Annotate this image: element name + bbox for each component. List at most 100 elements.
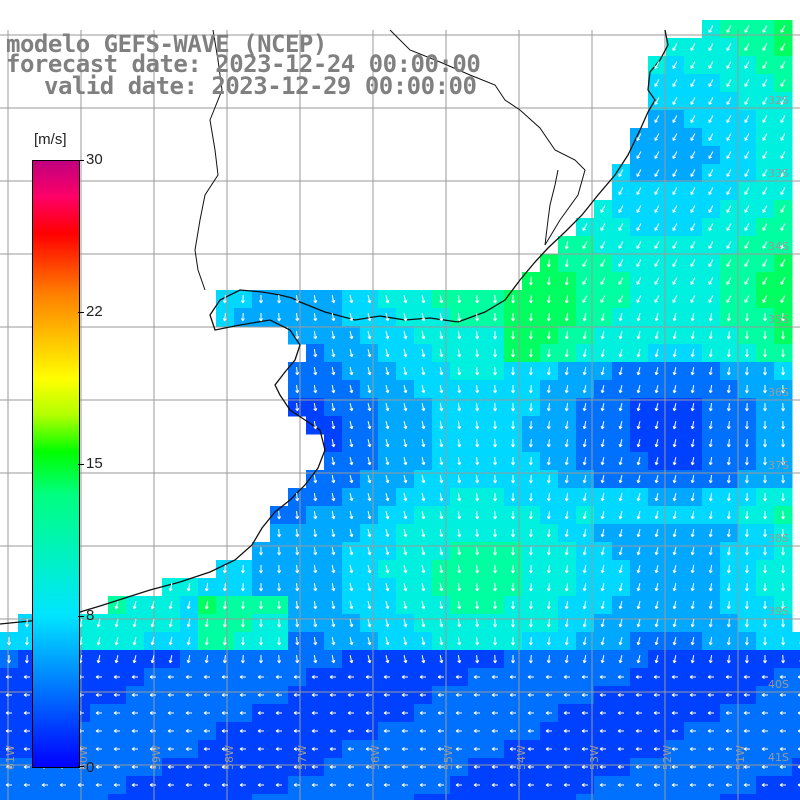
lon-label: 56W bbox=[369, 745, 382, 770]
wind-arrow bbox=[672, 277, 678, 285]
wind-arrow bbox=[564, 258, 569, 268]
wind-arrow bbox=[313, 654, 318, 664]
wind-arrow bbox=[726, 223, 732, 231]
wind-arrow bbox=[295, 312, 300, 322]
wind-arrow bbox=[672, 402, 677, 412]
wind-arrow bbox=[275, 693, 282, 697]
wind-arrow bbox=[421, 474, 426, 484]
wind-arrow bbox=[419, 783, 426, 787]
wind-arrow bbox=[690, 564, 695, 574]
wind-arrow bbox=[437, 765, 444, 769]
wind-arrow bbox=[726, 438, 731, 448]
wind-arrow bbox=[726, 241, 732, 249]
wind-arrow bbox=[277, 564, 282, 574]
wind-arrow bbox=[582, 348, 587, 358]
wind-arrow bbox=[509, 693, 516, 697]
wind-arrow bbox=[726, 43, 732, 51]
wind-arrow bbox=[455, 729, 462, 733]
wind-arrow bbox=[240, 294, 245, 304]
wind-arrow bbox=[618, 474, 623, 484]
wind-arrow bbox=[221, 747, 228, 751]
wind-arrow bbox=[473, 729, 480, 733]
wind-arrow bbox=[493, 600, 498, 610]
wind-arrow bbox=[385, 583, 390, 592]
wind-arrow bbox=[527, 675, 534, 679]
wind-arrow bbox=[690, 169, 696, 177]
wind-arrow bbox=[401, 729, 408, 733]
wind-arrow bbox=[23, 693, 30, 697]
wind-arrow bbox=[546, 258, 551, 268]
wind-arrow bbox=[672, 564, 677, 574]
wind-arrow bbox=[582, 223, 588, 231]
wind-arrow bbox=[331, 564, 336, 574]
wind-arrow bbox=[383, 675, 390, 679]
wind-arrow bbox=[582, 474, 587, 484]
wind-arrow bbox=[654, 564, 659, 574]
wind-arrow bbox=[367, 528, 372, 538]
wind-arrow bbox=[295, 510, 300, 520]
wind-arrow bbox=[618, 366, 623, 376]
wind-arrow bbox=[781, 384, 786, 394]
wind-arrow bbox=[763, 384, 767, 394]
wind-arrow bbox=[275, 765, 282, 769]
wind-arrow bbox=[725, 747, 732, 751]
wind-arrow bbox=[582, 259, 588, 267]
wind-arrow bbox=[403, 582, 408, 592]
wind-arrow bbox=[708, 492, 713, 502]
wind-arrow bbox=[493, 492, 498, 502]
wind-arrow bbox=[582, 438, 587, 448]
wind-arrow bbox=[780, 61, 786, 69]
wind-arrow bbox=[797, 711, 800, 715]
wind-arrow bbox=[23, 783, 30, 787]
wind-arrow bbox=[403, 384, 408, 394]
wind-arrow bbox=[654, 528, 659, 538]
wind-arrow bbox=[367, 312, 372, 322]
wind-arrow bbox=[457, 384, 462, 394]
wind-arrow bbox=[457, 618, 462, 628]
wind-arrow bbox=[797, 747, 800, 751]
wind-arrow bbox=[475, 366, 480, 376]
wind-arrow bbox=[654, 636, 659, 646]
wind-arrow bbox=[385, 421, 390, 430]
wind-arrow bbox=[509, 729, 516, 733]
wind-arrow bbox=[636, 529, 641, 538]
wind-arrow bbox=[277, 312, 282, 322]
wind-arrow bbox=[708, 402, 713, 412]
wind-arrow bbox=[563, 711, 570, 715]
wind-arrow bbox=[654, 366, 659, 376]
wind-arrow bbox=[762, 43, 768, 51]
wind-arrow bbox=[150, 654, 155, 664]
wind-arrow bbox=[419, 747, 426, 751]
wind-arrow bbox=[365, 765, 372, 769]
wind-arrow bbox=[493, 510, 498, 520]
wind-arrow bbox=[437, 675, 444, 679]
wind-arrow bbox=[600, 546, 605, 556]
wind-arrow bbox=[331, 456, 336, 466]
wind-arrow bbox=[222, 582, 227, 592]
wind-arrow bbox=[439, 456, 444, 466]
wind-arrow bbox=[636, 133, 642, 141]
wind-arrow bbox=[690, 241, 696, 249]
wind-arrow bbox=[708, 115, 714, 123]
wind-arrow bbox=[690, 420, 695, 430]
wind-arrow bbox=[708, 79, 714, 87]
wind-arrow bbox=[744, 330, 749, 340]
wind-arrow bbox=[780, 223, 786, 231]
wind-arrow bbox=[511, 510, 515, 520]
wind-arrow bbox=[457, 402, 462, 412]
wind-arrow bbox=[744, 169, 750, 177]
wind-arrow bbox=[636, 619, 641, 628]
wind-arrow bbox=[493, 348, 498, 358]
wind-arrow bbox=[762, 223, 768, 231]
wind-arrow bbox=[654, 312, 659, 322]
wind-arrow bbox=[546, 528, 551, 538]
wind-arrow bbox=[672, 528, 677, 538]
wind-arrow bbox=[457, 474, 462, 484]
wind-arrow bbox=[690, 330, 695, 340]
wind-arrow bbox=[168, 582, 173, 592]
wind-arrow bbox=[779, 675, 786, 679]
wind-arrow bbox=[708, 169, 714, 177]
wind-arrow bbox=[581, 783, 588, 787]
wind-arrow bbox=[761, 783, 768, 787]
wind-arrow bbox=[439, 420, 444, 430]
